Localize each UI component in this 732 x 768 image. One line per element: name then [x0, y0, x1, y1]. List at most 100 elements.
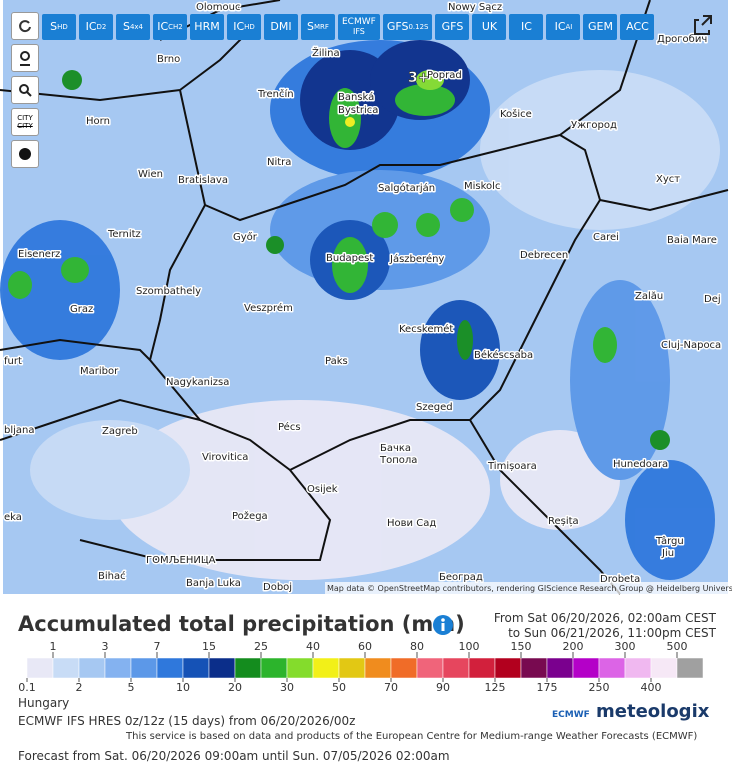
- brand-logo: meteologix: [596, 701, 710, 722]
- service-note: This service is based on data and produc…: [126, 731, 698, 742]
- city-label: Timișoara: [487, 461, 537, 472]
- legend-swatch: [182, 657, 210, 679]
- city-label: Osijek: [307, 484, 338, 495]
- color-legend: 0.1 1 2 3 5 7 10 15 20 25 30 40 50 60 70 80 90 100 125 150 1…: [18, 642, 704, 694]
- legend-label: 300: [615, 642, 636, 653]
- legend-label: 150: [511, 642, 532, 653]
- model-button[interactable]: GFS: [435, 14, 470, 40]
- button-text: IC: [233, 20, 245, 33]
- city-label: Paks: [325, 356, 348, 367]
- city-label: Dej: [704, 294, 721, 305]
- button-sub: MRF: [314, 23, 329, 31]
- attribution-bg: [325, 582, 728, 594]
- city-label: Хуст: [656, 174, 680, 185]
- city-label: Nagykanizsa: [166, 377, 229, 388]
- button-text: IC: [554, 20, 566, 33]
- borders: [0, 0, 729, 595]
- model-button[interactable]: ACC: [620, 14, 655, 40]
- model-button[interactable]: HRM: [190, 14, 224, 40]
- city-label: Horn: [86, 116, 110, 127]
- legend-label: 30: [280, 681, 294, 694]
- button-text: S: [50, 20, 58, 33]
- model-button[interactable]: IC AI: [546, 14, 581, 40]
- model-info: ECMWF IFS HRES 0z/12z (15 days) from 06/…: [18, 714, 356, 728]
- city-label: Kecskemét: [399, 323, 453, 335]
- model-button[interactable]: IC HD: [227, 14, 261, 40]
- dot-button[interactable]: [11, 140, 39, 168]
- button-sub: AI: [565, 23, 573, 31]
- model-button[interactable]: S HD: [42, 14, 76, 40]
- city-label: Hunedoara: [613, 459, 668, 470]
- city-label: Ужгород: [571, 120, 617, 131]
- model-button[interactable]: IC D2: [79, 14, 113, 40]
- button-text: S: [122, 20, 130, 33]
- button-sub: HD: [57, 23, 68, 31]
- legend-swatch: [26, 657, 54, 679]
- city-label: Graz: [70, 304, 93, 315]
- city-label: Banská: [338, 91, 374, 103]
- city-label: Ternitz: [107, 229, 141, 240]
- legend-swatch: [286, 657, 314, 679]
- model-button[interactable]: ECMWF IFS: [338, 14, 380, 40]
- legend-label: 90: [436, 681, 450, 694]
- model-button[interactable]: GEM: [583, 14, 618, 40]
- model-button[interactable]: UK: [472, 14, 507, 40]
- city-label: Bratislava: [178, 175, 228, 186]
- legend-label: 0.1: [18, 681, 36, 694]
- city-off: CITY: [17, 122, 33, 130]
- city-label: Carei: [593, 232, 619, 243]
- legend-swatch: [104, 657, 132, 679]
- model-button[interactable]: IC CH2: [153, 14, 187, 40]
- model-button[interactable]: IC: [509, 14, 544, 40]
- date-from: From Sat 06/20/2026, 02:00am CEST: [493, 611, 716, 625]
- model-button[interactable]: S MRF: [301, 14, 335, 40]
- city-label: Požega: [232, 510, 268, 522]
- city-label: Brno: [157, 54, 180, 65]
- legend-label: 400: [641, 681, 662, 694]
- button-text: ACC: [626, 20, 649, 33]
- legend-label: 20: [228, 681, 242, 694]
- city-label: Budapest: [326, 253, 373, 264]
- city-label: Jászberény: [389, 253, 444, 265]
- legend-label: 5: [128, 681, 135, 694]
- legend-swatch: [520, 657, 548, 679]
- model-button[interactable]: DMI: [264, 14, 298, 40]
- city-label: bljana: [4, 425, 35, 436]
- legend-label: 50: [332, 681, 346, 694]
- city-label: Pécs: [278, 421, 301, 433]
- model-button[interactable]: S 4x4: [116, 14, 150, 40]
- info-icon[interactable]: [432, 614, 454, 636]
- city-label: Дрогобич: [657, 34, 707, 45]
- city-label: Olomouc: [196, 2, 240, 13]
- legend-label: 3: [102, 642, 109, 653]
- city-label: Zagreb: [102, 426, 138, 437]
- location-button[interactable]: [11, 44, 39, 72]
- refresh-button[interactable]: [11, 12, 39, 40]
- button-sub: CH2: [168, 23, 183, 31]
- zoom-button[interactable]: [11, 76, 39, 104]
- legend-label: 2: [76, 681, 83, 694]
- city-label: Eisenerz: [18, 249, 60, 260]
- button-text: UK: [481, 20, 498, 33]
- button-sub: 4x4: [129, 23, 144, 31]
- legend-label: 100: [459, 642, 480, 653]
- legend-swatch: [598, 657, 626, 679]
- legend-swatch: [624, 657, 652, 679]
- legend-label: 1: [50, 642, 57, 653]
- city-label: Nowy Sącz: [448, 2, 502, 13]
- city-labels: Olomouc Nowy Sącz Дрогобич Brno Žilina Poprad…: [3, 1, 723, 595]
- share-icon[interactable]: [694, 15, 712, 35]
- button-text: GFS: [441, 20, 464, 33]
- city-toggle[interactable]: CITY CITY: [11, 108, 39, 136]
- city-label: Virovitica: [202, 452, 248, 463]
- model-button[interactable]: GFS 0.12S: [382, 14, 433, 40]
- value-label: 3+: [408, 70, 429, 86]
- city-label: Топола: [379, 455, 417, 466]
- city-label: Wien: [138, 169, 163, 180]
- city-label: Doboj: [263, 582, 292, 593]
- legend-label: 7: [154, 642, 161, 653]
- legend-label: 80: [410, 642, 424, 653]
- button-text: DMI: [270, 20, 292, 33]
- city-label: Cluj-Napoca: [661, 340, 721, 351]
- legend-swatch: [312, 657, 340, 679]
